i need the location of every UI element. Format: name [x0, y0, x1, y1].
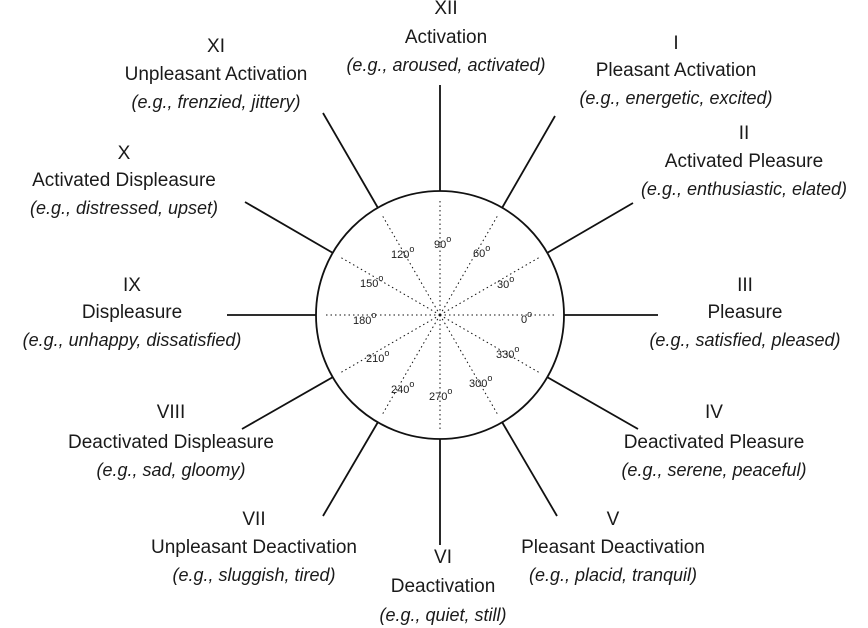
- spoke-v: [501, 421, 558, 517]
- octant-name: Deactivation: [391, 576, 496, 597]
- dotted-radius-240: [381, 314, 441, 416]
- octant-numeral: VII: [242, 509, 265, 530]
- octant-v: V Pleasant Deactivation (e.g., placid, t…: [521, 509, 705, 585]
- degree-label-150: 150o: [360, 273, 383, 290]
- dotted-radius-30: [439, 256, 541, 316]
- octant-numeral: X: [118, 143, 131, 164]
- octant-xii: XII Activation (e.g., aroused, activated…: [346, 0, 545, 75]
- octant-numeral: IX: [123, 275, 141, 296]
- octant-name: Displeasure: [82, 302, 182, 323]
- octant-examples: (e.g., frenzied, jittery): [131, 92, 300, 112]
- octant-examples: (e.g., satisfied, pleased): [649, 330, 840, 350]
- degree-label-0: 0o: [521, 309, 532, 326]
- spoke-vii: [322, 421, 379, 517]
- octant-xi: XI Unpleasant Activation (e.g., frenzied…: [125, 36, 308, 112]
- degree-label-300: 300o: [469, 373, 492, 390]
- octant-numeral: V: [607, 509, 620, 530]
- degree-label-180: 180o: [353, 310, 376, 327]
- octant-numeral: II: [739, 123, 750, 144]
- octant-examples: (e.g., aroused, activated): [346, 55, 545, 75]
- octant-name: Pleasant Activation: [596, 60, 757, 81]
- octant-numeral: I: [673, 33, 678, 54]
- octant-viii: VIII Deactivated Displeasure (e.g., sad,…: [68, 402, 274, 480]
- spoke-ii: [546, 202, 634, 254]
- dotted-radius-300: [439, 314, 499, 416]
- octant-iv: IV Deactivated Pleasure (e.g., serene, p…: [621, 402, 806, 480]
- octant-numeral: XII: [434, 0, 457, 19]
- octant-examples: (e.g., serene, peaceful): [621, 460, 806, 480]
- octant-name: Unpleasant Activation: [125, 64, 308, 85]
- degree-label-330: 330o: [496, 344, 519, 361]
- spoke-iv: [546, 376, 639, 430]
- degree-label-60: 60o: [473, 243, 490, 260]
- dotted-radius-330: [439, 314, 541, 374]
- octant-examples: (e.g., unhappy, dissatisfied): [23, 330, 242, 350]
- octant-numeral: III: [737, 275, 753, 296]
- octant-numeral: VIII: [157, 402, 186, 423]
- degree-label-90: 90o: [434, 234, 451, 251]
- octant-name: Deactivated Pleasure: [624, 432, 805, 453]
- spoke-viii: [241, 376, 334, 430]
- octant-numeral: VI: [434, 547, 452, 568]
- degree-label-270: 270o: [429, 386, 452, 403]
- octant-name: Pleasant Deactivation: [521, 537, 705, 558]
- octant-name: Activated Displeasure: [32, 170, 216, 191]
- octant-name: Unpleasant Deactivation: [151, 537, 357, 558]
- degree-labels: 0o 30o 60o 90o 120o 150o 180o 210o 240o …: [353, 234, 532, 403]
- octant-x: X Activated Displeasure (e.g., distresse…: [30, 143, 218, 218]
- degree-label-120: 120o: [391, 244, 414, 261]
- spoke-i: [501, 115, 556, 209]
- octant-name: Activation: [405, 27, 487, 48]
- octant-examples: (e.g., sluggish, tired): [172, 565, 335, 585]
- spoke-x: [244, 201, 334, 254]
- octant-i: I Pleasant Activation (e.g., energetic, …: [579, 33, 772, 108]
- octant-ix: IX Displeasure (e.g., unhappy, dissatisf…: [23, 275, 242, 350]
- octant-numeral: XI: [207, 36, 225, 57]
- octant-vii: VII Unpleasant Deactivation (e.g., slugg…: [151, 509, 357, 585]
- octant-examples: (e.g., distressed, upset): [30, 198, 218, 218]
- dotted-radius-120: [381, 214, 441, 316]
- spoke-xi: [322, 112, 379, 209]
- octant-examples: (e.g., enthusiastic, elated): [641, 179, 847, 199]
- octant-name: Pleasure: [708, 302, 783, 323]
- octant-examples: (e.g., energetic, excited): [579, 88, 772, 108]
- spokes: [227, 85, 658, 545]
- degree-label-240: 240o: [391, 379, 414, 396]
- octant-name: Deactivated Displeasure: [68, 432, 274, 453]
- dotted-radii: [324, 199, 556, 431]
- octant-numeral: IV: [705, 402, 723, 423]
- degree-label-210: 210o: [366, 348, 389, 365]
- octant-iii: III Pleasure (e.g., satisfied, pleased): [649, 275, 840, 350]
- octant-vi: VI Deactivation (e.g., quiet, still): [379, 547, 506, 625]
- octant-ii: II Activated Pleasure (e.g., enthusiasti…: [641, 123, 847, 199]
- octant-examples: (e.g., placid, tranquil): [529, 565, 697, 585]
- dotted-radius-150: [339, 256, 441, 316]
- octant-examples: (e.g., quiet, still): [379, 605, 506, 625]
- degree-label-30: 30o: [497, 274, 514, 291]
- dotted-radius-210: [339, 314, 441, 374]
- octant-examples: (e.g., sad, gloomy): [96, 460, 245, 480]
- dotted-radius-60: [439, 214, 499, 316]
- octant-name: Activated Pleasure: [665, 151, 823, 172]
